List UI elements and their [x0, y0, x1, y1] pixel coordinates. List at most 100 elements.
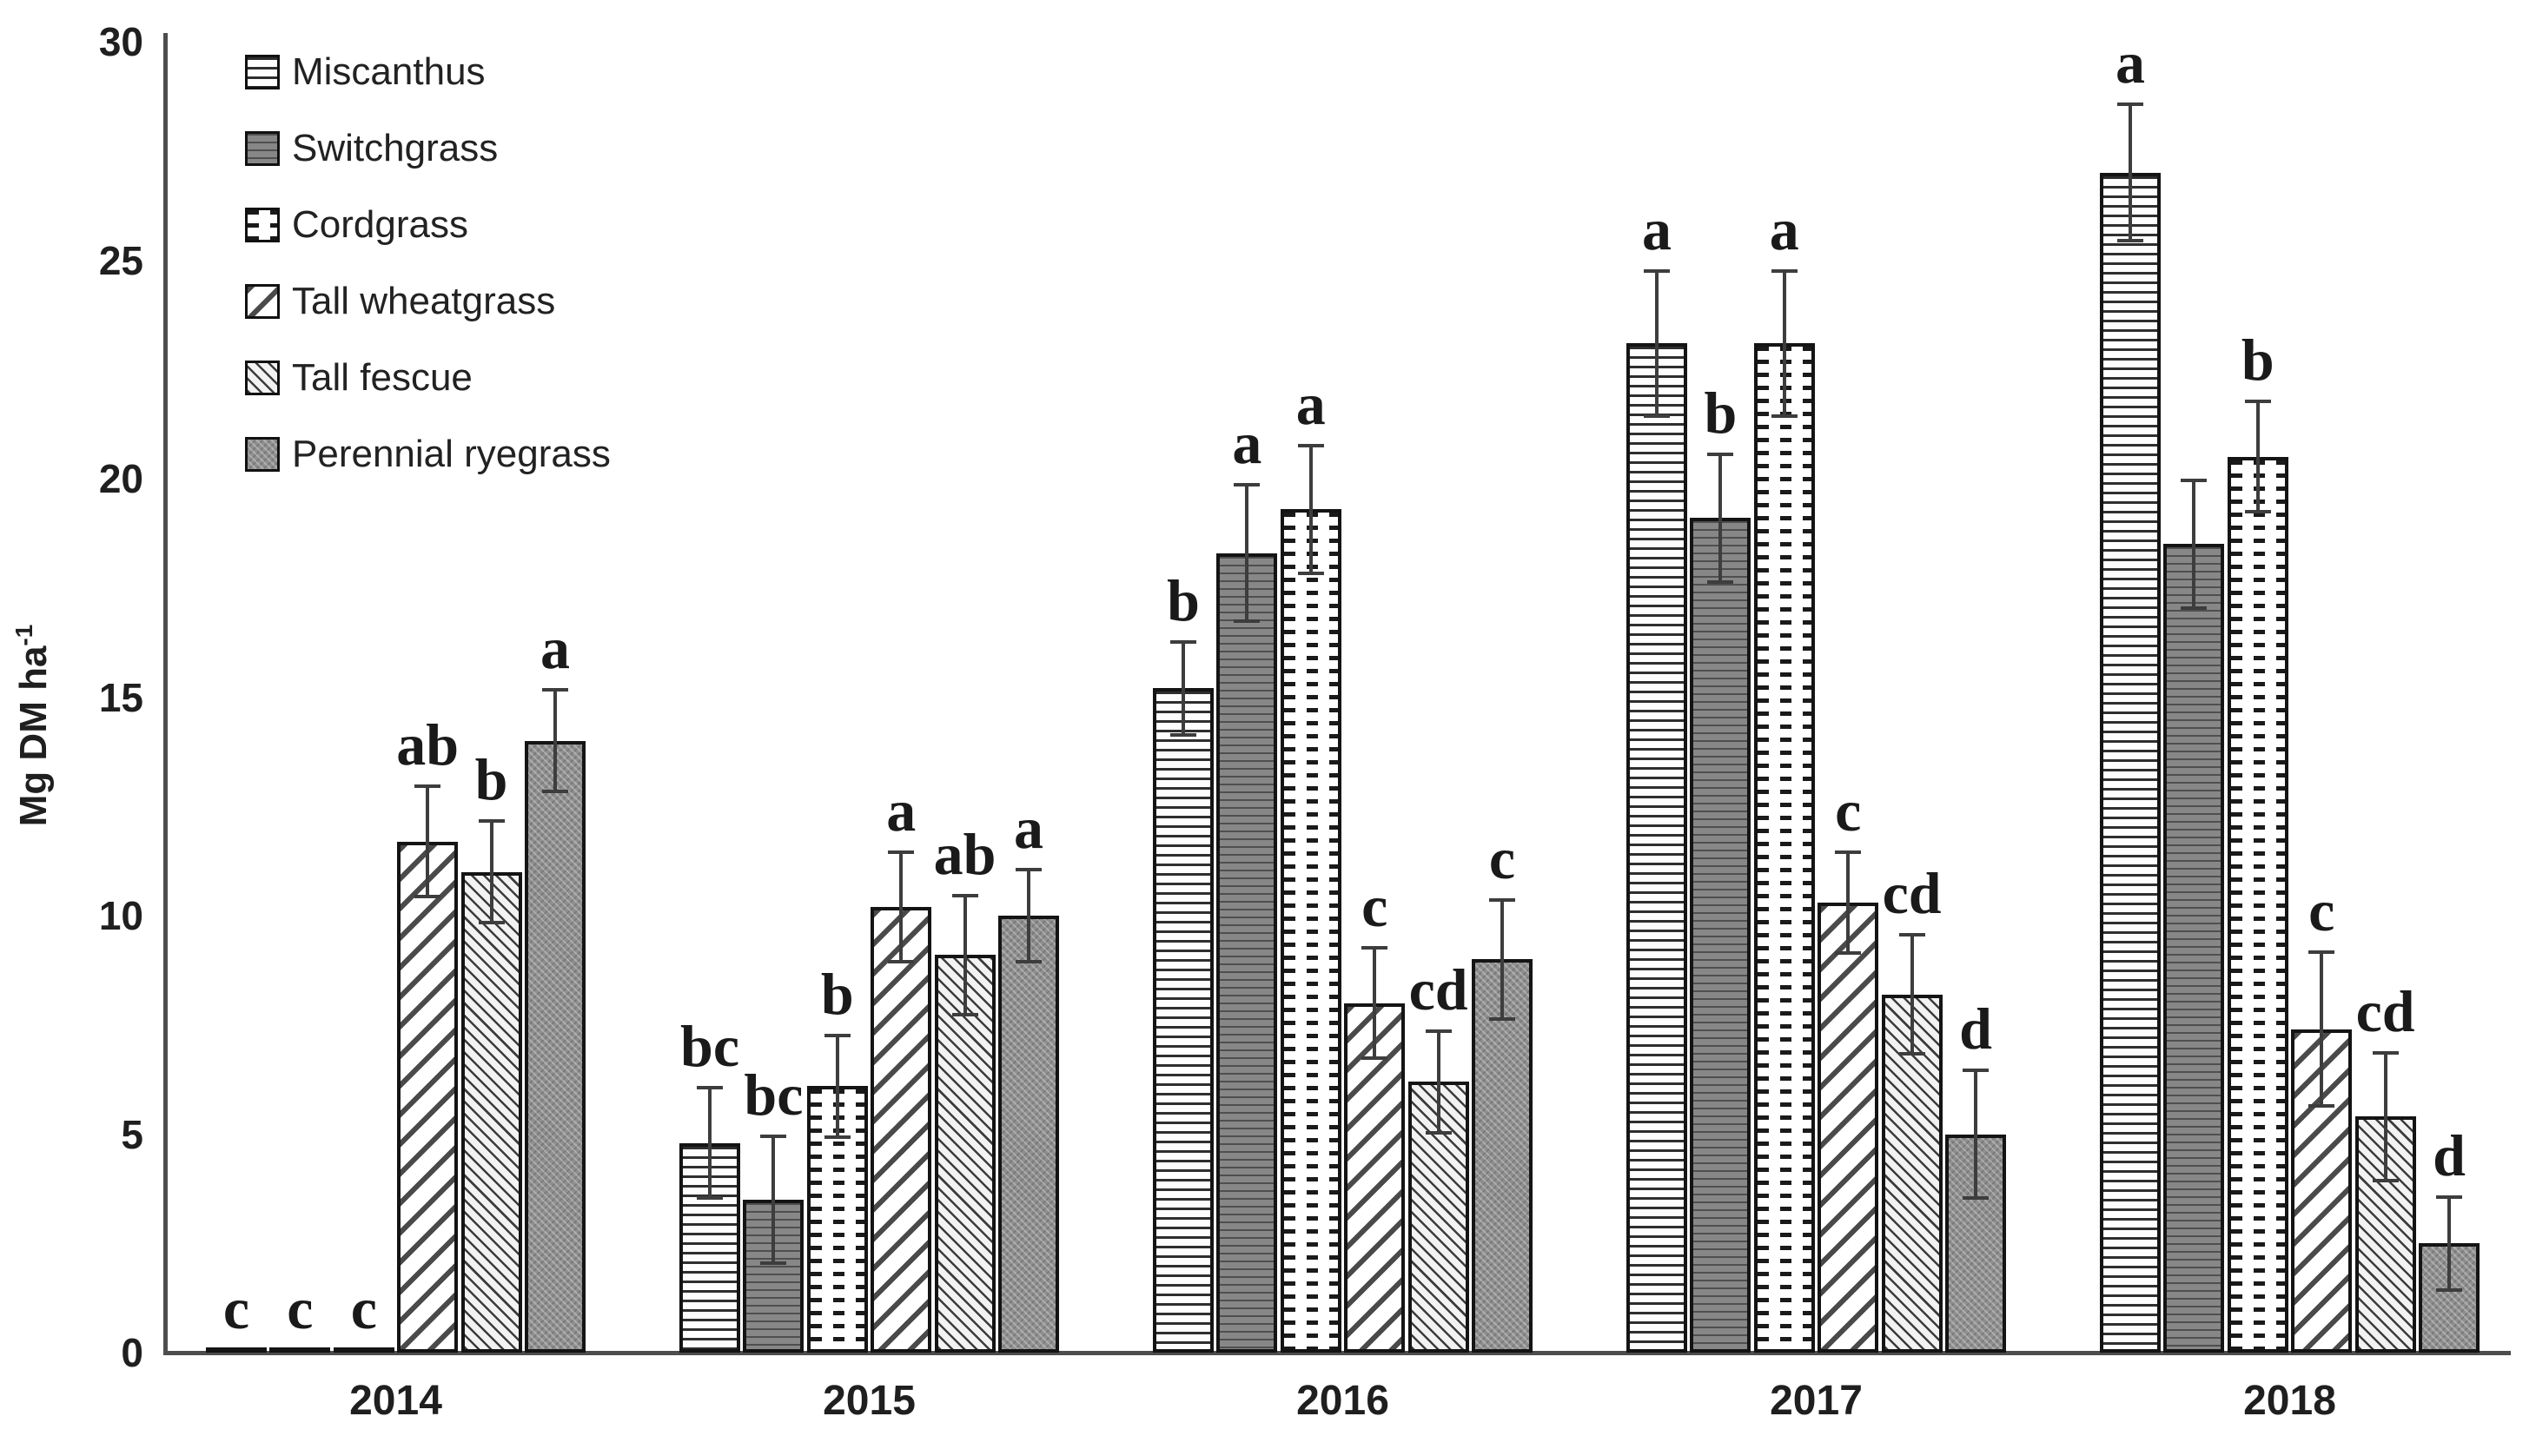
error-bar-line: [1027, 867, 1030, 964]
y-tick-label: 5: [121, 1111, 143, 1157]
error-bar-line: [2129, 103, 2132, 243]
bar-slot-switchgrass-2014: c: [269, 42, 331, 1353]
error-bar: [1771, 268, 1798, 418]
error-bar-cap-top-icon: [1489, 897, 1515, 902]
error-bar-cap-bottom-icon: [2308, 1104, 2335, 1109]
error-bar-cap-top-icon: [2308, 950, 2335, 955]
significance-letter: c: [287, 1274, 314, 1341]
error-bar-cap-bottom-icon: [951, 1012, 978, 1016]
error-bar-cap-top-icon: [760, 1134, 787, 1138]
chart-legend: Miscanthus Switchgrass Cordgrass Tall wheat…: [245, 50, 611, 509]
error-bar-cap-bottom-icon: [824, 1135, 851, 1139]
significance-letter: b: [474, 746, 508, 813]
legend-swatch-tall-fescue-icon: [245, 361, 280, 395]
error-bar-cap-bottom-icon: [1361, 1056, 1388, 1060]
error-bar: [414, 784, 441, 898]
error-bar-line: [771, 1134, 776, 1266]
error-bar: [542, 688, 568, 794]
significance-letter: c: [222, 1274, 250, 1341]
x-axis-label-2014: 2014: [349, 1378, 442, 1424]
significance-letter: c: [1361, 873, 1388, 940]
significance-letter: c: [2308, 877, 2335, 944]
error-bar-cap-top-icon: [1016, 867, 1042, 871]
bar-slot-tall-wheatgrass-2018: c: [2291, 42, 2353, 1353]
error-bar-cap-bottom-icon: [2244, 510, 2271, 514]
error-bar-cap-bottom-icon: [2117, 239, 2143, 243]
bar-slot-miscanthus-2015: bc: [679, 42, 740, 1353]
bar-slot-perennial-ryegrass-2018: d: [2419, 42, 2480, 1353]
significance-letter: a: [1232, 410, 1262, 477]
error-bar-cap-top-icon: [1170, 640, 1196, 645]
bar-tall-wheatgrass-2016: [1344, 1003, 1406, 1353]
error-bar-cap-top-icon: [1644, 268, 1670, 273]
legend-swatch-perennial-ryegrass-icon: [245, 437, 280, 472]
bar-tall-wheatgrass-2018: [2291, 1029, 2353, 1353]
error-bar-cap-top-icon: [2181, 479, 2208, 483]
error-bar-cap-top-icon: [414, 784, 441, 789]
error-bar-line: [553, 688, 557, 794]
error-bar-cap-top-icon: [951, 893, 978, 897]
error-bar-cap-top-icon: [697, 1086, 723, 1090]
error-bar-line: [963, 893, 967, 1016]
y-tick-label: 0: [121, 1330, 143, 1375]
significance-letter: c: [1835, 777, 1862, 844]
bar-slot-cordgrass-2014: c: [333, 42, 394, 1353]
significance-letter: b: [820, 960, 854, 1027]
bar-group-2016: b a a c cd c: [1153, 42, 1533, 1353]
bar-slot-perennial-ryegrass-2015: a: [998, 42, 1059, 1353]
legend-swatch-cordgrass-icon: [245, 208, 280, 242]
error-bar-cap-top-icon: [1361, 946, 1388, 950]
error-bar-cap-top-icon: [2372, 1050, 2399, 1055]
legend-label: Switchgrass: [292, 127, 499, 169]
error-bar: [1963, 1069, 1989, 1200]
error-bar: [1644, 268, 1670, 418]
error-bar-cap-top-icon: [1898, 933, 1925, 937]
error-bar-cap-bottom-icon: [1963, 1195, 1989, 1200]
bar-tall-wheatgrass-2015: [871, 906, 932, 1353]
error-bar: [2181, 479, 2208, 610]
error-bar-cap-bottom-icon: [2436, 1287, 2462, 1292]
error-bar-cap-bottom-icon: [760, 1261, 787, 1266]
significance-letter: d: [1959, 996, 1992, 1062]
error-bar: [1170, 640, 1196, 737]
y-tick-label: 10: [98, 893, 143, 938]
x-axis-label-2018: 2018: [2243, 1378, 2336, 1424]
error-bar: [1898, 933, 1925, 1056]
bar-slot-cordgrass-2018: b: [2227, 42, 2288, 1353]
error-bar-cap-top-icon: [2117, 103, 2143, 107]
error-bar: [2372, 1050, 2399, 1182]
error-bar-cap-bottom-icon: [1489, 1016, 1515, 1021]
bar-slot-tall-fescue-2017: cd: [1881, 42, 1943, 1353]
legend-swatch-tall-wheatgrass-icon: [245, 284, 280, 319]
significance-letter: cd: [1408, 956, 1468, 1023]
bar-group-2017: a b a c cd d: [1626, 42, 2006, 1353]
bar-slot-cordgrass-2015: b: [806, 42, 868, 1353]
error-bar-cap-bottom-icon: [478, 921, 505, 925]
y-tick-label: 15: [98, 674, 143, 720]
legend-item-miscanthus: Miscanthus: [245, 50, 611, 94]
bar-slot-perennial-ryegrass-2017: d: [1945, 42, 2006, 1353]
bar-slot-cordgrass-2016: a: [1280, 42, 1341, 1353]
error-bar-cap-bottom-icon: [1297, 571, 1324, 575]
bar-slot-tall-fescue-2015: ab: [934, 42, 997, 1353]
significance-letter: c: [350, 1274, 377, 1341]
error-bar: [760, 1134, 787, 1266]
error-bar: [697, 1086, 723, 1200]
bar-switchgrass-2014: [269, 1347, 331, 1353]
legend-item-switchgrass: Switchgrass: [245, 127, 611, 170]
error-bar-cap-top-icon: [542, 688, 568, 692]
bar-slot-perennial-ryegrass-2016: c: [1472, 42, 1533, 1353]
x-axis-label-2016: 2016: [1296, 1378, 1389, 1424]
legend-item-tall-fescue: Tall fescue: [245, 356, 611, 400]
error-bar-cap-bottom-icon: [1898, 1051, 1925, 1056]
error-bar: [1016, 867, 1042, 964]
error-bar-line: [1500, 897, 1504, 1021]
bar-perennial-ryegrass-2015: [998, 916, 1059, 1353]
error-bar-line: [1436, 1029, 1440, 1135]
bar-cordgrass-2016: [1280, 509, 1341, 1353]
error-bar-cap-bottom-icon: [1234, 619, 1261, 623]
significance-letter: a: [2116, 30, 2145, 96]
bar-tall-fescue-2014: [460, 871, 522, 1353]
bar-slot-tall-fescue-2016: cd: [1407, 42, 1469, 1353]
